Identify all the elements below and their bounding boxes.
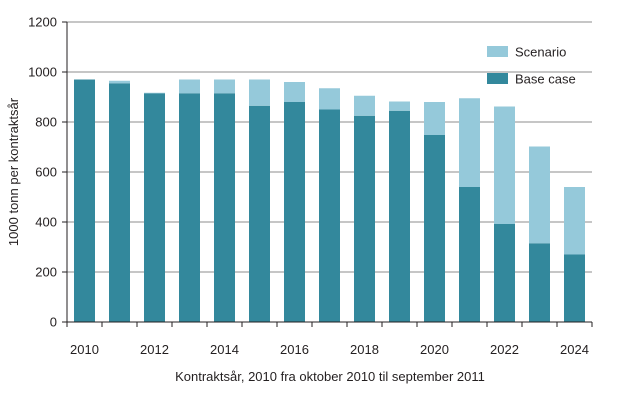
base-case-bar-2015 xyxy=(249,105,270,322)
base-case-bar-2014 xyxy=(214,93,235,322)
base-case-bar-2024 xyxy=(564,254,585,322)
x-tick-label-2016: 2016 xyxy=(280,342,309,357)
x-tick-label-2014: 2014 xyxy=(210,342,239,357)
scenario-bar-2019 xyxy=(389,101,410,111)
base-case-bar-2023 xyxy=(529,243,550,322)
legend-label-base-case: Base case xyxy=(515,72,576,87)
scenario-bar-2014 xyxy=(214,79,235,94)
scenario-bar-2024 xyxy=(564,187,585,255)
base-case-bar-2020 xyxy=(424,135,445,322)
x-tick-label-2020: 2020 xyxy=(420,342,449,357)
scenario-bar-2013 xyxy=(179,79,200,94)
x-tick-labels: 2010 2012 2014 2016 2018 2020 2022 2024 xyxy=(70,342,589,357)
y-tick-label-600: 600 xyxy=(35,165,57,180)
bars xyxy=(74,79,585,322)
scenario-bar-2023 xyxy=(529,146,550,244)
base-case-bar-2022 xyxy=(494,224,515,322)
legend-swatch-base-case xyxy=(487,73,508,84)
legend-swatch-scenario xyxy=(487,46,508,57)
scenario-bar-2021 xyxy=(459,98,480,187)
y-tick-label-1000: 1000 xyxy=(28,65,57,80)
base-case-bar-2010 xyxy=(74,79,95,322)
legend: Scenario Base case xyxy=(487,45,576,87)
y-tick-label-1200: 1200 xyxy=(28,15,57,30)
scenario-bar-2017 xyxy=(319,88,340,110)
base-case-bar-2017 xyxy=(319,109,340,322)
axes xyxy=(62,21,593,327)
base-case-bar-2011 xyxy=(109,83,130,322)
scenario-bar-2022 xyxy=(494,106,515,224)
y-tick-label-200: 200 xyxy=(35,265,57,280)
x-tick-label-2022: 2022 xyxy=(490,342,519,357)
scenario-bar-2011 xyxy=(109,80,130,84)
x-axis-title: Kontraktsår, 2010 fra oktober 2010 til s… xyxy=(175,369,485,384)
x-tick-label-2012: 2012 xyxy=(140,342,169,357)
base-case-bar-2018 xyxy=(354,115,375,322)
y-axis-title: 1000 tonn per kontraktsår xyxy=(6,97,21,246)
scenario-bar-2020 xyxy=(424,102,445,135)
base-case-bar-2016 xyxy=(284,102,305,322)
legend-label-scenario: Scenario xyxy=(515,45,566,60)
x-tick-label-2024: 2024 xyxy=(560,342,589,357)
base-case-bar-2019 xyxy=(389,110,410,322)
scenario-bar-2016 xyxy=(284,82,305,102)
base-case-bar-2012 xyxy=(144,93,165,322)
x-tick-label-2018: 2018 xyxy=(350,342,379,357)
y-tick-label-400: 400 xyxy=(35,215,57,230)
x-tick-label-2010: 2010 xyxy=(70,342,99,357)
scenario-bar-2012 xyxy=(144,92,165,94)
base-case-bar-2013 xyxy=(179,93,200,322)
scenario-bar-2018 xyxy=(354,95,375,116)
y-tick-label-800: 800 xyxy=(35,115,57,130)
base-case-bar-2021 xyxy=(459,187,480,322)
y-tick-label-0: 0 xyxy=(50,315,57,330)
scenario-bar-2015 xyxy=(249,79,270,106)
y-tick-labels: 0 200 400 600 800 1000 1200 xyxy=(28,15,57,330)
